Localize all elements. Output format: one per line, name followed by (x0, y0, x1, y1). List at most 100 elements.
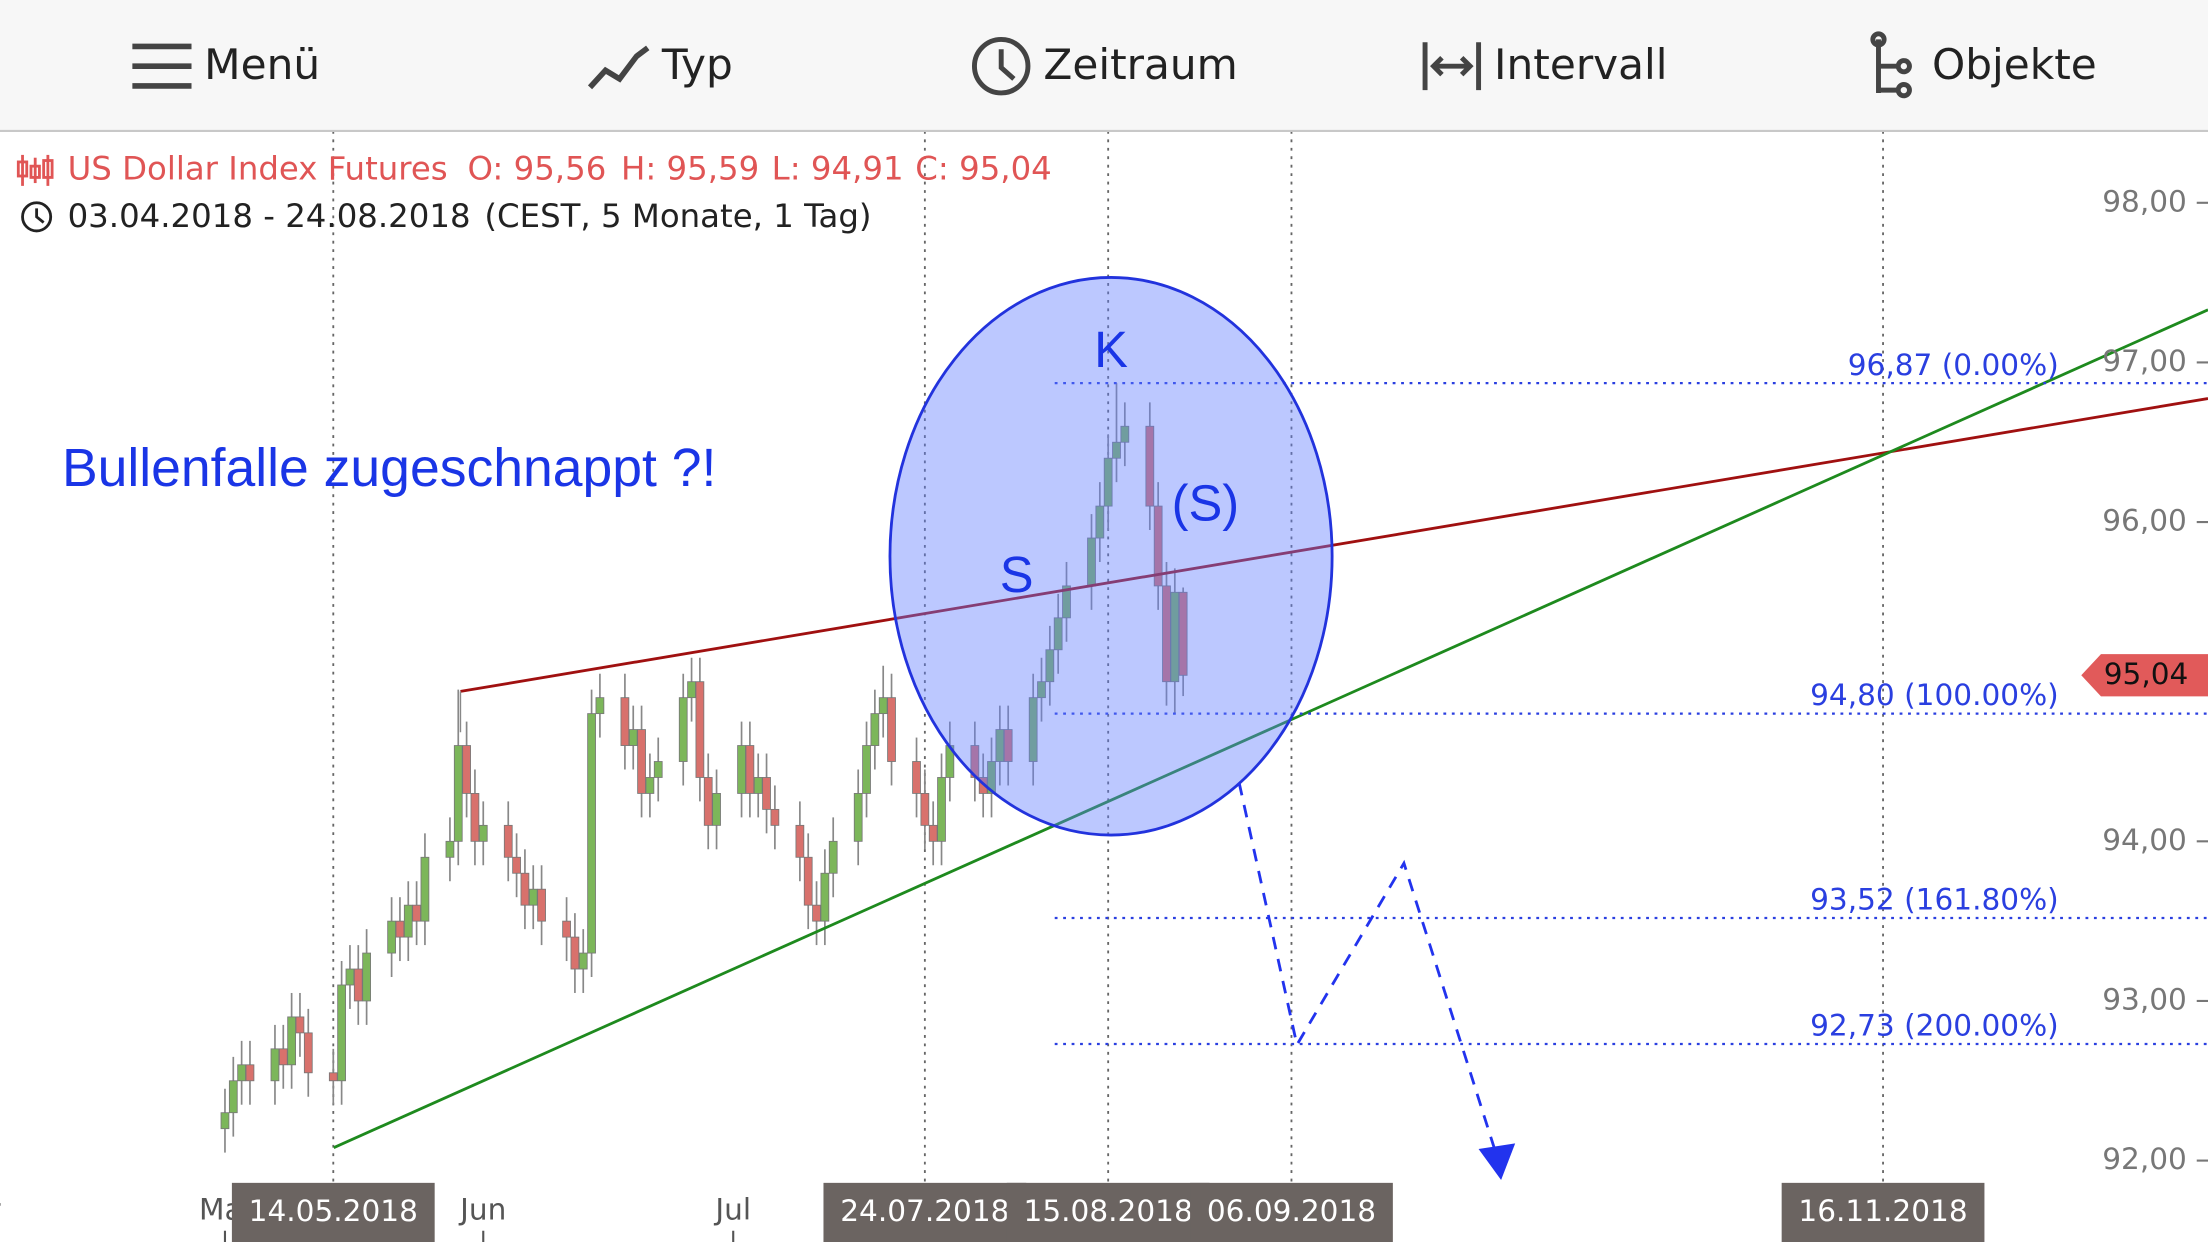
candle-body (337, 984, 346, 1082)
candle-body (503, 824, 513, 858)
ohlc-low: L: 94,91 (772, 149, 904, 187)
candle-body (245, 1064, 255, 1082)
period-button[interactable]: Zeitraum (1043, 40, 1237, 89)
candle-body (270, 1048, 280, 1082)
type-icon[interactable] (587, 45, 650, 90)
highlight-ellipse (888, 275, 1334, 837)
range-note: (CEST, 5 Monate, 1 Tag) (484, 197, 871, 235)
candle-body (753, 777, 763, 794)
date-marker-label: 24.07.2018 (840, 1194, 1009, 1228)
candle-body (1178, 591, 1188, 676)
y-tick-label: 94,00 (2102, 823, 2187, 857)
candle-body (820, 872, 830, 922)
candle-body (1162, 585, 1171, 683)
ohlc-high: H: 95,59 (621, 149, 759, 187)
candle-body (1153, 505, 1163, 587)
candle-body (737, 745, 746, 794)
x-tick-label: Jun (458, 1193, 506, 1227)
date-marker-label: 06.09.2018 (1207, 1194, 1376, 1228)
period-icon-hands (998, 49, 1016, 81)
ohlc-close: C: 95,04 (915, 149, 1051, 187)
candle-body (445, 840, 455, 858)
date-range: 03.04.2018 - 24.08.2018 (68, 197, 471, 235)
candle-body (578, 952, 588, 970)
objects-icon[interactable] (1870, 31, 1912, 99)
candle-body (537, 888, 546, 922)
level-label: 94,80 (100.00%) (1810, 678, 2059, 712)
candle-body (420, 856, 430, 922)
candle-body (528, 888, 538, 906)
candle-body (745, 745, 755, 794)
date-marker-box (1006, 1182, 1210, 1242)
candle-body (937, 777, 946, 842)
period-icon[interactable] (971, 36, 1031, 96)
interval-button[interactable]: Intervall (1494, 40, 1667, 89)
clock-icon (21, 201, 53, 233)
candle-body (620, 697, 630, 746)
y-tick-label: 92,00 (2102, 1142, 2187, 1176)
toolbar: Menü Typ Zeitraum Intervall Objekte (0, 0, 2208, 133)
candle-body (912, 761, 921, 794)
candle-body (362, 952, 371, 1002)
candle-body (303, 1032, 313, 1074)
info-header: US Dollar Index Futures O: 95,56 H: 95,5… (16, 149, 1052, 235)
candle-body (470, 793, 480, 842)
type-button[interactable]: Typ (661, 40, 733, 89)
x-tick-label: Jul (713, 1193, 751, 1227)
y-tick-label: 96,00 (2102, 504, 2187, 538)
candle-body (712, 793, 721, 826)
candle-body (1103, 457, 1113, 507)
arrow-head (1478, 1143, 1516, 1181)
candle-body (587, 713, 596, 954)
y-tick-label: 93,00 (2102, 982, 2187, 1016)
level-label: 96,87 (0.00%) (1848, 348, 2059, 382)
interval-icon[interactable] (1422, 42, 1482, 91)
candle-body (703, 777, 713, 826)
date-marker-label: 14.05.2018 (249, 1194, 418, 1228)
candle-body (687, 681, 696, 699)
candle-body (878, 697, 888, 715)
y-tick-label: 98,00 (2102, 184, 2187, 218)
candle-body (928, 824, 938, 842)
last-price-tag (2081, 654, 2208, 697)
date-marker-box (823, 1182, 1027, 1242)
candle-body (570, 936, 580, 970)
x-tick-label: Apr (0, 1193, 1, 1227)
candle-body (637, 729, 646, 794)
candle-body (403, 904, 413, 938)
candle-body (412, 904, 421, 922)
candle-body (453, 745, 463, 842)
candle-body (828, 840, 838, 874)
menu-icon[interactable] (132, 43, 192, 89)
level-label: 92,73 (200.00%) (1810, 1009, 2059, 1043)
candle-body (1045, 649, 1055, 683)
candle-body (1037, 681, 1046, 699)
candle-body (1053, 617, 1063, 651)
candle-body (920, 793, 930, 826)
candle-body (295, 1016, 305, 1034)
candle-body (887, 697, 896, 762)
candle-body (478, 824, 488, 842)
candle-body (1003, 729, 1013, 762)
candle-body (237, 1064, 246, 1082)
candle-body (762, 777, 771, 810)
instrument-name: US Dollar Index Futures (68, 149, 448, 187)
forecast-arrow (1237, 782, 1497, 1153)
candle-body (387, 920, 396, 954)
candle-body (287, 1016, 296, 1066)
objects-button[interactable]: Objekte (1932, 40, 2097, 89)
candle-body (220, 1112, 230, 1130)
candle-body (1028, 697, 1038, 762)
candle-body (1095, 505, 1105, 539)
candle-body (795, 824, 805, 858)
candle-body (995, 729, 1005, 762)
candle-body (770, 808, 780, 826)
candle-body (512, 856, 521, 874)
candle-body (395, 920, 405, 938)
overlay-lines (333, 308, 2208, 1149)
menu-button[interactable]: Menü (204, 40, 320, 89)
candle-body (1062, 585, 1071, 619)
candle-body (870, 713, 880, 746)
candle-body (328, 1072, 338, 1082)
